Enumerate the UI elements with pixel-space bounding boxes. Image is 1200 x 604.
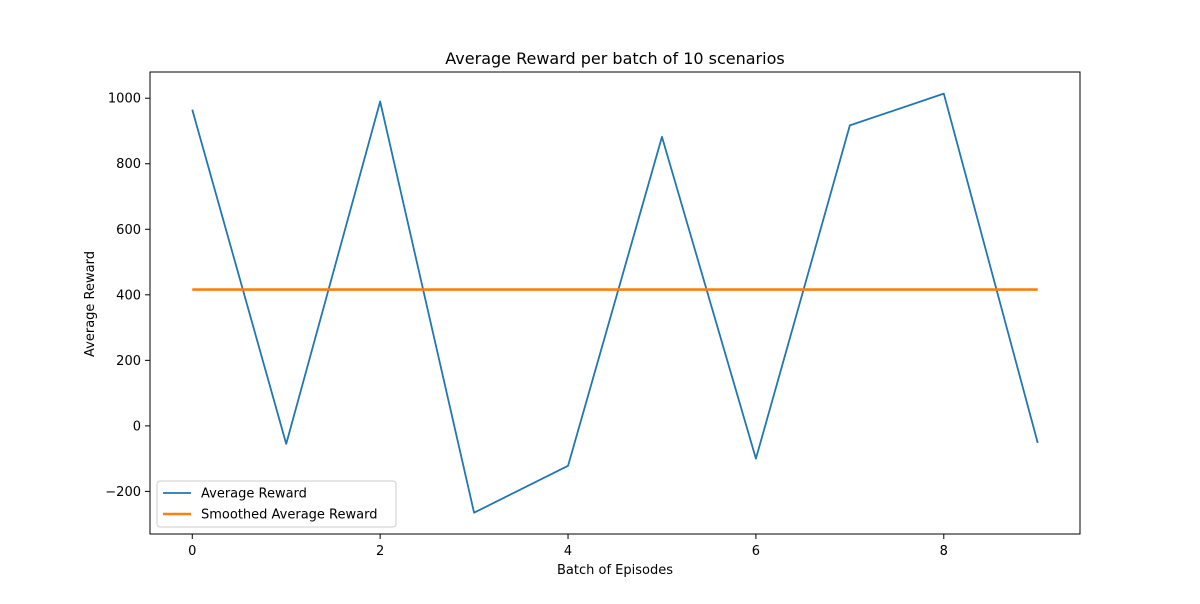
- x-tick-label: 8: [940, 544, 948, 559]
- series-line-average-reward: [191, 92, 1039, 514]
- x-tick-label: 6: [752, 544, 760, 559]
- y-tick-label: 400: [116, 288, 141, 303]
- x-tick-label: 4: [564, 544, 572, 559]
- legend-label-smoothed-average-reward: Smoothed Average Reward: [201, 508, 377, 523]
- y-tick-label: 800: [116, 157, 141, 172]
- y-tick-label: 0: [133, 419, 141, 434]
- legend-box: [156, 480, 397, 528]
- x-tick-label: 0: [188, 544, 196, 559]
- legend-label-average-reward: Average Reward: [201, 487, 307, 502]
- legend: Average Reward Smoothed Average Reward: [156, 480, 397, 528]
- axes-frame: [149, 71, 1081, 535]
- y-axis-label: Average Reward: [83, 251, 98, 357]
- y-tick-label: −200: [105, 485, 141, 500]
- x-axis-label: Batch of Episodes: [557, 563, 673, 578]
- chart-title: Average Reward per batch of 10 scenarios: [445, 49, 784, 68]
- x-tick-label: 2: [376, 544, 384, 559]
- y-tick-label: 1000: [108, 92, 141, 107]
- y-tick-label: 200: [116, 354, 141, 369]
- y-tick-label: 600: [116, 223, 141, 238]
- plot-area: 0 2 4 6 8 −200 0 200 400 600 800 1000: [105, 71, 1081, 559]
